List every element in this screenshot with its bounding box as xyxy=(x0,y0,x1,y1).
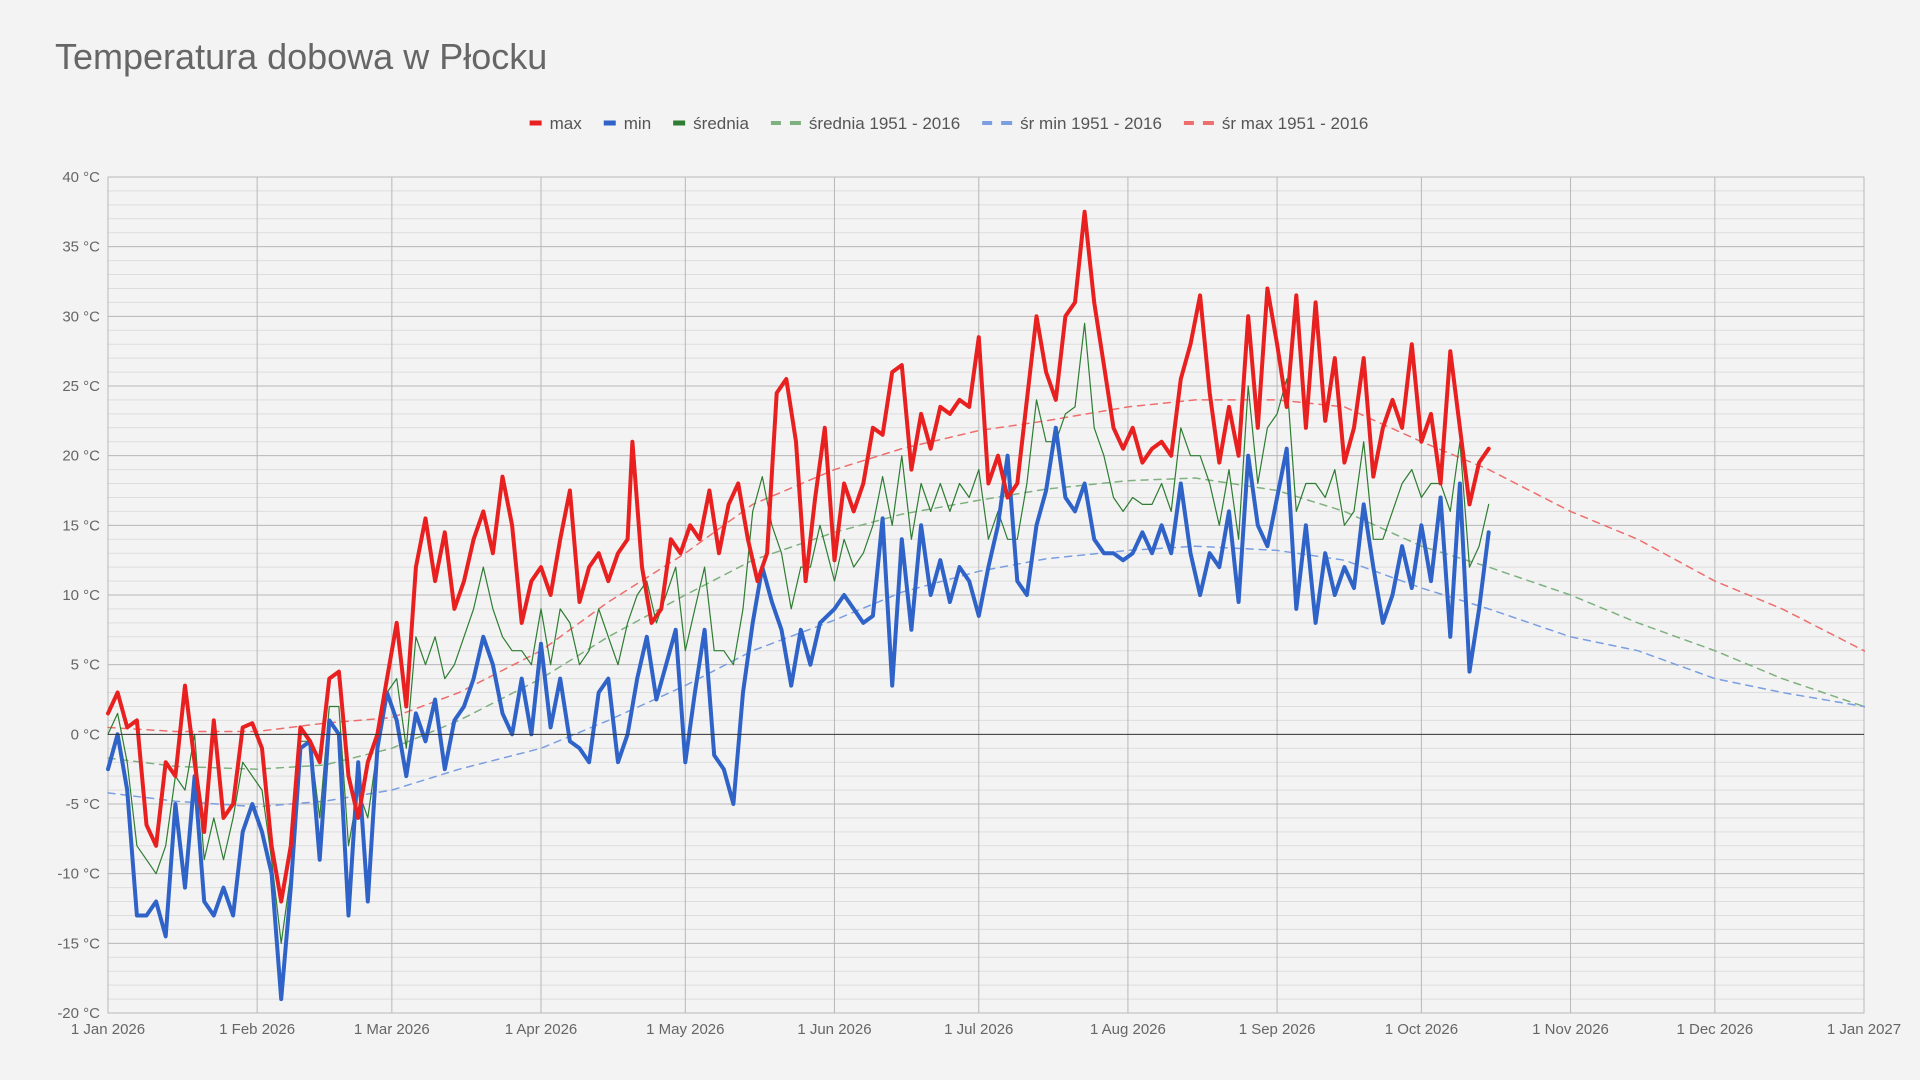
y-tick-label: 30 °C xyxy=(62,308,100,325)
legend-label: średnia xyxy=(693,114,749,133)
legend-item: min xyxy=(603,114,651,133)
series-line-3 xyxy=(107,477,1920,770)
series-line-1 xyxy=(106,425,1491,1002)
x-tick-label: 1 Feb 2026 xyxy=(219,1021,295,1038)
legend: max min średnia średnia 1951 - 2016 śr min 1… xyxy=(529,114,1368,133)
x-tick-label: 1 Oct 2026 xyxy=(1385,1021,1458,1038)
x-tick-label: 1 Mar 2026 xyxy=(354,1021,430,1038)
y-tick-label: 20 °C xyxy=(62,448,100,465)
y-tick-label: 40 °C xyxy=(62,169,100,186)
x-tick-label: 1 Jul 2026 xyxy=(944,1021,1013,1038)
y-tick-label: -20 °C xyxy=(57,1005,100,1022)
x-tick-label: 1 Dec 2026 xyxy=(1676,1021,1753,1038)
y-tick-label: 5 °C xyxy=(71,657,101,674)
legend-item: max xyxy=(529,114,583,133)
y-tick-label: -10 °C xyxy=(57,866,100,883)
x-tick-label: 1 Apr 2026 xyxy=(505,1021,578,1038)
x-tick-label: 1 Jan 2026 xyxy=(71,1021,145,1038)
y-tick-label: 15 °C xyxy=(62,517,100,534)
series-line-0 xyxy=(106,209,1491,904)
y-tick-label: 0 °C xyxy=(71,726,101,743)
y-tick-label: 25 °C xyxy=(62,378,100,395)
legend-label: max xyxy=(550,114,583,133)
legend-item: średnia 1951 - 2016 xyxy=(770,114,960,133)
series-layer xyxy=(106,0,1920,1080)
x-tick-label: 1 Jan 2027 xyxy=(1827,1021,1901,1038)
x-tick-label: 1 May 2026 xyxy=(646,1021,724,1038)
series-line-4 xyxy=(107,545,1920,808)
grid-layer xyxy=(107,176,1865,1014)
x-tick-label: 1 Jun 2026 xyxy=(797,1021,871,1038)
axes: 40 °C 35 °C 30 °C 25 °C 20 °C 15 °C 10 °C 5 °C 0… xyxy=(57,169,1901,1038)
y-tick-label: -5 °C xyxy=(66,796,101,813)
y-tick-label: 35 °C xyxy=(62,239,100,256)
legend-label: śr max 1951 - 2016 xyxy=(1222,114,1368,133)
x-tick-label: 1 Nov 2026 xyxy=(1532,1021,1609,1038)
legend-label: średnia 1951 - 2016 xyxy=(809,114,960,133)
legend-label: śr min 1951 - 2016 xyxy=(1020,114,1162,133)
legend-item: śr max 1951 - 2016 xyxy=(1183,114,1368,133)
right-mask xyxy=(1865,0,1920,1080)
series-line-2 xyxy=(107,322,1490,944)
legend-item: średnia xyxy=(673,114,749,133)
y-tick-label: -15 °C xyxy=(57,935,100,952)
chart-title: Temperatura dobowa w Płocku xyxy=(55,36,548,77)
legend-item: śr min 1951 - 2016 xyxy=(982,114,1162,133)
x-tick-label: 1 Aug 2026 xyxy=(1090,1021,1166,1038)
y-tick-label: 10 °C xyxy=(62,587,100,604)
legend-label: min xyxy=(624,114,651,133)
x-tick-label: 1 Sep 2026 xyxy=(1239,1021,1316,1038)
